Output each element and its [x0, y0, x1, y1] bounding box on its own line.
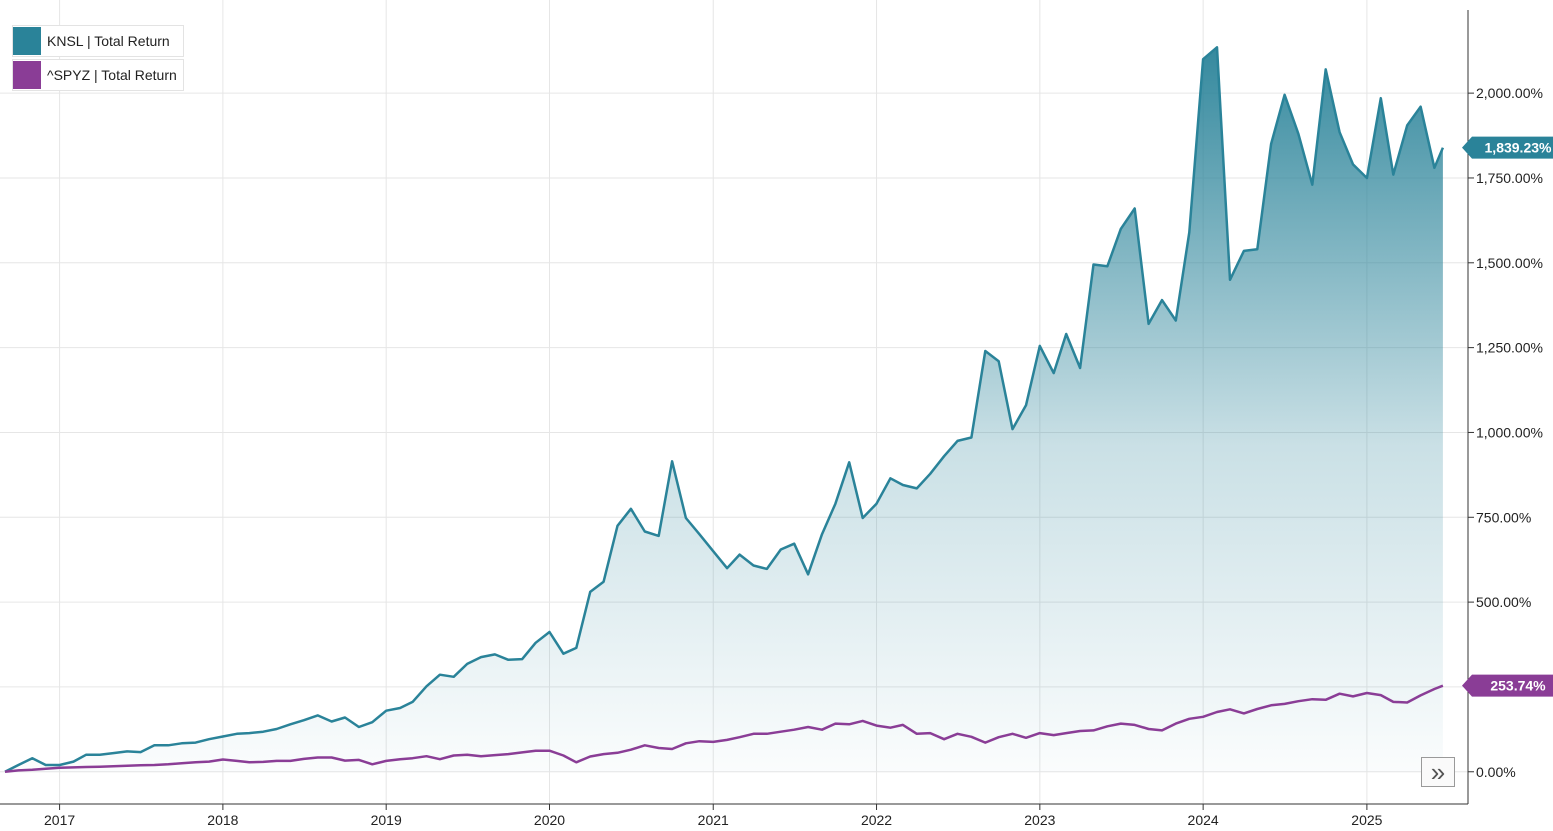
y-tick-label: 500.00% — [1476, 594, 1531, 610]
last-value-marker-knsl: 1,839.23% — [1462, 136, 1553, 159]
last-value-marker-spyz: 253.74% — [1462, 674, 1553, 697]
legend-item-spyz[interactable]: ^SPYZ | Total Return — [12, 59, 184, 91]
x-tick-label: 2023 — [1024, 812, 1055, 828]
y-tick-label: 1,750.00% — [1476, 170, 1543, 186]
legend-label-spyz: ^SPYZ | Total Return — [47, 67, 177, 83]
x-tick-label: 2017 — [44, 812, 75, 828]
y-tick-label: 2,000.00% — [1476, 85, 1543, 101]
y-tick-label: 0.00% — [1476, 764, 1516, 780]
legend-swatch-spyz — [13, 61, 41, 89]
series-lines — [4, 46, 1445, 774]
y-tick-label: 1,000.00% — [1476, 424, 1543, 440]
legend-item-knsl[interactable]: KNSL | Total Return — [12, 25, 184, 57]
x-tick-label: 2020 — [534, 812, 565, 828]
series-line-knsl — [4, 46, 1445, 773]
x-tick-label: 2025 — [1351, 812, 1382, 828]
series-area-knsl — [5, 47, 1443, 772]
x-tick-label: 2019 — [371, 812, 402, 828]
legend-swatch-knsl — [13, 27, 41, 55]
x-tick-label: 2018 — [207, 812, 238, 828]
last-value-badge-knsl — [1462, 136, 1553, 159]
double-chevron-right-icon: » — [1430, 757, 1446, 787]
last-value-label-knsl: 1,839.23% — [1485, 140, 1552, 156]
y-tick-label: 1,250.00% — [1476, 340, 1543, 356]
series-area — [5, 47, 1443, 772]
legend: KNSL | Total Return ^SPYZ | Total Return — [12, 25, 184, 93]
y-tick-label: 1,500.00% — [1476, 255, 1543, 271]
legend-label-knsl: KNSL | Total Return — [47, 33, 170, 49]
x-tick-label: 2024 — [1188, 812, 1219, 828]
last-value-markers: 1,839.23% 253.74% — [1462, 136, 1553, 697]
y-tick-label: 750.00% — [1476, 509, 1531, 525]
last-value-label-spyz: 253.74% — [1490, 678, 1546, 694]
x-tick-label: 2022 — [861, 812, 892, 828]
scroll-to-latest-button[interactable]: » — [1421, 757, 1455, 787]
x-tick-label: 2021 — [698, 812, 729, 828]
series-line-spyz — [4, 684, 1444, 774]
last-value-badge-spyz — [1462, 674, 1553, 697]
